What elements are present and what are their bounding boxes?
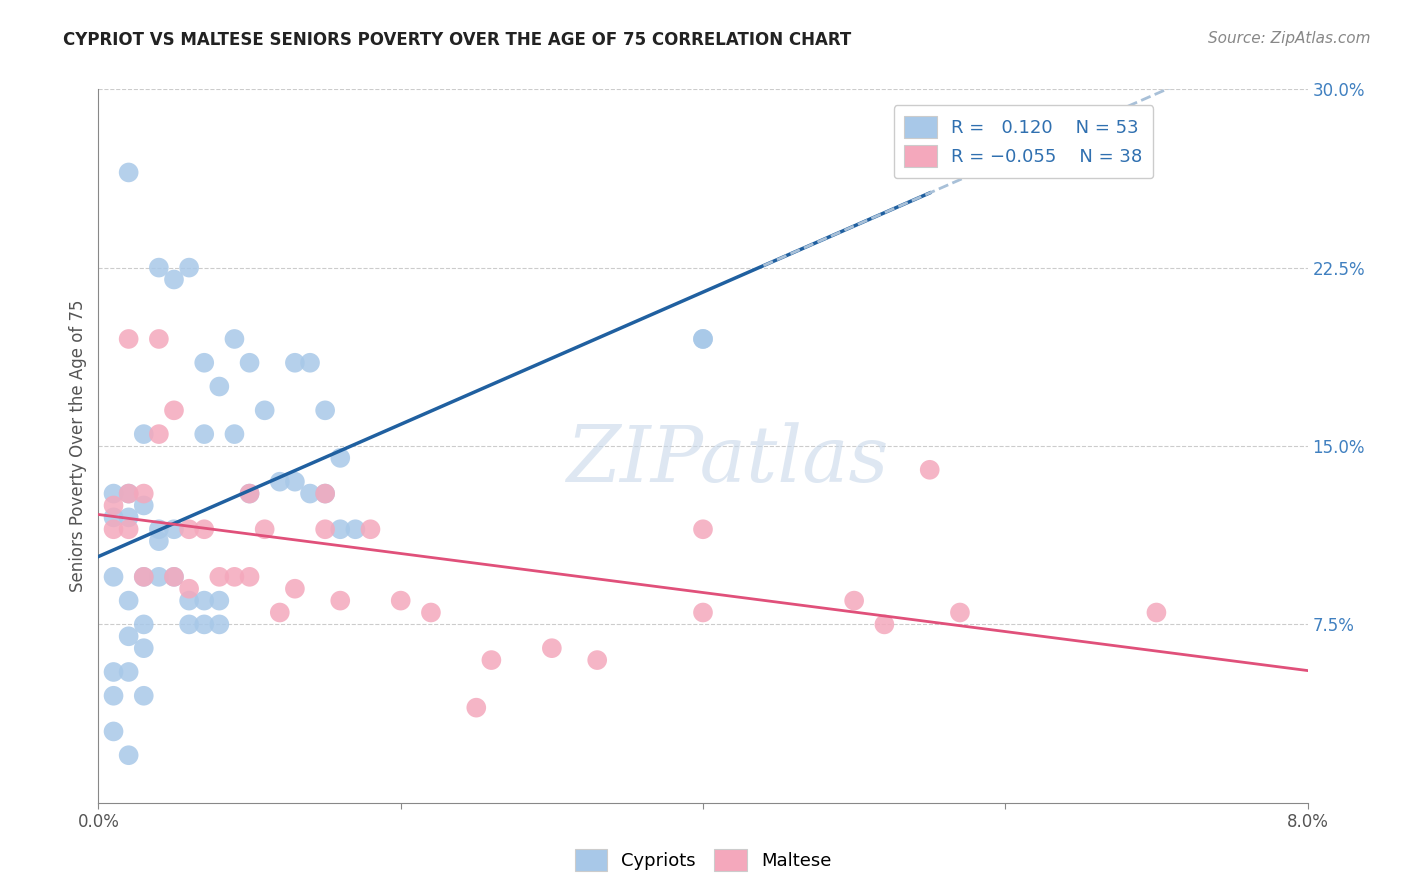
Point [118, 165, 141, 179]
Point [389, 593, 412, 607]
Point [314, 486, 336, 500]
Point [103, 724, 125, 739]
Point [103, 522, 125, 536]
Point [118, 522, 141, 536]
Point [193, 522, 215, 536]
Point [239, 570, 262, 584]
Point [949, 606, 972, 620]
Point [193, 593, 215, 607]
Point [179, 260, 201, 275]
Point [179, 617, 201, 632]
Point [132, 689, 155, 703]
Point [148, 570, 170, 584]
Point [873, 617, 896, 632]
Point [148, 522, 170, 536]
Point [163, 570, 186, 584]
Point [148, 332, 170, 346]
Point [132, 617, 155, 632]
Point [344, 522, 367, 536]
Y-axis label: Seniors Poverty Over the Age of 75: Seniors Poverty Over the Age of 75 [69, 300, 87, 592]
Point [163, 522, 186, 536]
Point [193, 356, 215, 370]
Point [239, 486, 262, 500]
Point [103, 689, 125, 703]
Point [208, 570, 231, 584]
Point [163, 403, 186, 417]
Point [360, 522, 382, 536]
Point [269, 475, 291, 489]
Point [118, 486, 141, 500]
Point [224, 332, 246, 346]
Point [148, 427, 170, 442]
Point [179, 582, 201, 596]
Point [148, 534, 170, 549]
Point [118, 593, 141, 607]
Point [148, 260, 170, 275]
Legend: R =   0.120    N = 53, R = −0.055    N = 38: R = 0.120 N = 53, R = −0.055 N = 38 [894, 105, 1153, 178]
Point [284, 582, 307, 596]
Point [224, 427, 246, 442]
Point [132, 499, 155, 513]
Point [132, 427, 155, 442]
Point [193, 427, 215, 442]
Point [118, 748, 141, 763]
Point [314, 522, 336, 536]
Point [692, 522, 714, 536]
Point [193, 617, 215, 632]
Text: CYPRIOT VS MALTESE SENIORS POVERTY OVER THE AGE OF 75 CORRELATION CHART: CYPRIOT VS MALTESE SENIORS POVERTY OVER … [63, 31, 852, 49]
Point [118, 486, 141, 500]
Point [118, 665, 141, 679]
Point [586, 653, 609, 667]
Point [692, 332, 714, 346]
Point [103, 665, 125, 679]
Point [224, 570, 246, 584]
Point [103, 499, 125, 513]
Point [208, 593, 231, 607]
Point [163, 570, 186, 584]
Point [179, 593, 201, 607]
Point [132, 570, 155, 584]
Point [118, 510, 141, 524]
Point [132, 570, 155, 584]
Point [314, 403, 336, 417]
Point [329, 450, 352, 465]
Point [692, 332, 714, 346]
Point [284, 356, 307, 370]
Point [918, 463, 941, 477]
Point [253, 403, 276, 417]
Point [844, 593, 866, 607]
Point [103, 570, 125, 584]
Point [103, 486, 125, 500]
Point [329, 593, 352, 607]
Point [465, 700, 488, 714]
Point [179, 522, 201, 536]
Point [208, 379, 231, 393]
Point [540, 641, 562, 656]
Point [284, 475, 307, 489]
Point [163, 272, 186, 286]
Point [103, 510, 125, 524]
Point [132, 486, 155, 500]
Point [208, 617, 231, 632]
Text: ZIPatlas: ZIPatlas [567, 422, 889, 499]
Point [299, 486, 322, 500]
Point [118, 332, 141, 346]
Point [239, 486, 262, 500]
Text: Source: ZipAtlas.com: Source: ZipAtlas.com [1208, 31, 1371, 46]
Point [481, 653, 503, 667]
Legend: Cypriots, Maltese: Cypriots, Maltese [567, 842, 839, 879]
Point [692, 606, 714, 620]
Point [420, 606, 443, 620]
Point [299, 356, 322, 370]
Point [132, 641, 155, 656]
Point [118, 629, 141, 643]
Point [239, 356, 262, 370]
Point [314, 486, 336, 500]
Point [1146, 606, 1168, 620]
Point [253, 522, 276, 536]
Point [269, 606, 291, 620]
Point [329, 522, 352, 536]
